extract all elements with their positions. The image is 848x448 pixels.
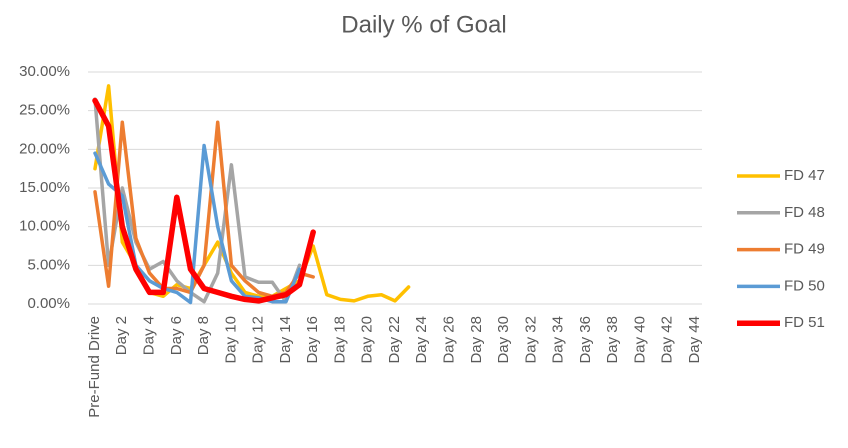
x-tick-label: Day 22 — [386, 316, 403, 364]
x-tick-label: Day 12 — [250, 316, 267, 364]
y-tick-label: 20.00% — [19, 140, 70, 157]
x-tick-label: Day 18 — [331, 316, 348, 364]
y-tick-label: 30.00% — [19, 63, 70, 80]
x-tick-label: Day 14 — [277, 316, 294, 364]
x-tick-label: Day 30 — [495, 316, 512, 364]
y-tick-label: 25.00% — [19, 102, 70, 119]
x-tick-label: Day 38 — [604, 316, 621, 364]
x-tick-label: Day 8 — [195, 316, 212, 355]
x-tick-label: Pre-Fund Drive — [86, 316, 103, 418]
x-tick-label: Day 4 — [141, 316, 158, 355]
x-tick-label: Day 16 — [304, 316, 321, 364]
series-line — [92, 97, 316, 304]
series-line — [93, 97, 302, 304]
y-tick-label: 15.00% — [19, 179, 70, 196]
legend-label: FD 50 — [784, 277, 825, 294]
x-tick-label: Day 24 — [413, 316, 430, 364]
x-tick-label: Day 20 — [359, 316, 376, 364]
y-tick-label: 5.00% — [27, 256, 70, 273]
x-tick-label: Day 42 — [659, 316, 676, 364]
x-tick-label: Day 28 — [468, 316, 485, 364]
x-tick-label: Day 36 — [577, 316, 594, 364]
x-tick-label: Day 32 — [522, 316, 539, 364]
chart-title: Daily % of Goal — [341, 11, 506, 38]
legend-label: FD 47 — [784, 167, 825, 184]
x-tick-label: Day 40 — [631, 316, 648, 364]
y-tick-label: 10.00% — [19, 218, 70, 235]
x-tick-label: Day 34 — [550, 316, 567, 364]
x-tick-label: Day 6 — [168, 316, 185, 355]
x-tick-label: Day 44 — [686, 316, 703, 364]
x-tick-label: Day 2 — [113, 316, 130, 355]
x-tick-label: Day 10 — [222, 316, 239, 364]
legend-label: FD 48 — [784, 204, 825, 221]
legend-label: FD 49 — [784, 241, 825, 258]
y-tick-label: 0.00% — [27, 295, 70, 312]
legend-label: FD 51 — [784, 314, 825, 331]
x-tick-label: Day 26 — [441, 316, 458, 364]
